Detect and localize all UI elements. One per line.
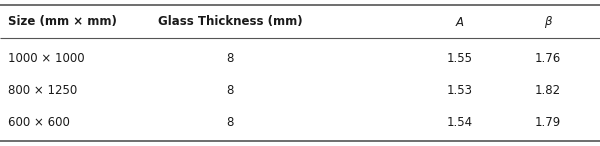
Text: Size (mm × mm): Size (mm × mm): [8, 15, 117, 28]
Text: 1.79: 1.79: [535, 115, 561, 128]
Text: 8: 8: [226, 84, 233, 97]
Text: Glass Thickness (mm): Glass Thickness (mm): [158, 15, 302, 28]
Text: A: A: [456, 15, 464, 28]
Text: 800 × 1250: 800 × 1250: [8, 84, 77, 97]
Text: 1.54: 1.54: [447, 115, 473, 128]
Text: 600 × 600: 600 × 600: [8, 115, 70, 128]
Text: 1.82: 1.82: [535, 84, 561, 97]
Text: 8: 8: [226, 115, 233, 128]
Text: 1.76: 1.76: [535, 52, 561, 65]
Text: 8: 8: [226, 52, 233, 65]
Text: β: β: [544, 15, 552, 28]
Text: 1.55: 1.55: [447, 52, 473, 65]
Text: 1.53: 1.53: [447, 84, 473, 97]
Text: 1000 × 1000: 1000 × 1000: [8, 52, 85, 65]
